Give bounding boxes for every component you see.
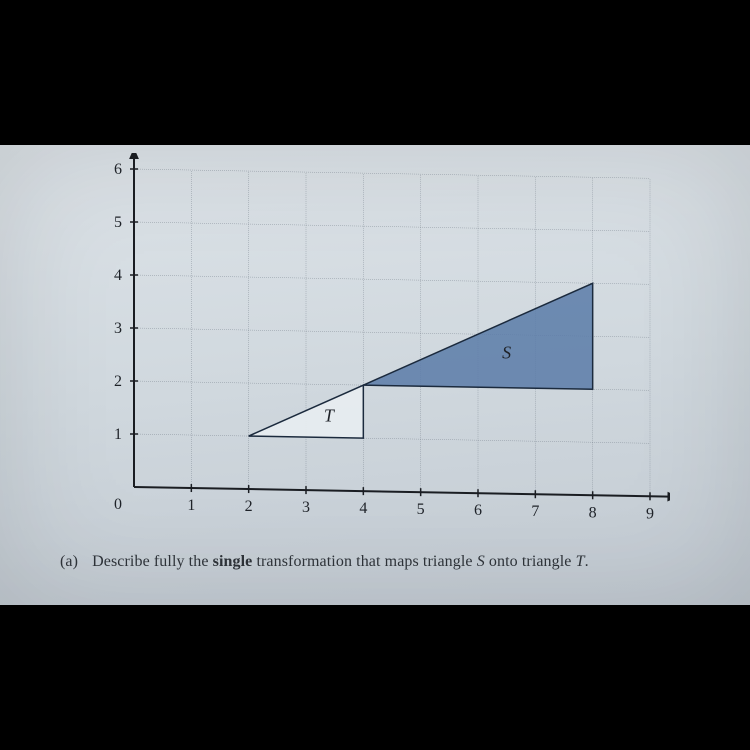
question-mid: transformation that maps triangle bbox=[252, 553, 476, 570]
svg-text:5: 5 bbox=[417, 501, 425, 518]
svg-text:7: 7 bbox=[531, 503, 539, 520]
question-pre: Describe fully the bbox=[92, 553, 213, 570]
question-mid2: onto triangle bbox=[485, 553, 576, 570]
triangle-s-ref: S bbox=[477, 553, 485, 570]
question-end: . bbox=[585, 553, 589, 570]
svg-text:1: 1 bbox=[114, 426, 122, 443]
svg-text:8: 8 bbox=[589, 504, 597, 521]
worksheet-photo: 1234567891234560xyTS (a) Describe fully … bbox=[0, 145, 750, 605]
svg-text:1: 1 bbox=[187, 497, 195, 514]
svg-text:2: 2 bbox=[245, 498, 253, 515]
svg-text:3: 3 bbox=[302, 499, 310, 516]
chart-svg: 1234567891234560xyTS bbox=[90, 153, 670, 533]
svg-text:0: 0 bbox=[114, 496, 122, 513]
triangle-t bbox=[249, 385, 364, 438]
svg-text:3: 3 bbox=[114, 320, 122, 337]
question-bold: single bbox=[213, 553, 253, 570]
coordinate-chart: 1234567891234560xyTS bbox=[90, 153, 670, 533]
svg-text:4: 4 bbox=[114, 267, 122, 284]
svg-text:9: 9 bbox=[646, 505, 654, 522]
svg-text:2: 2 bbox=[114, 373, 122, 390]
svg-text:6: 6 bbox=[114, 161, 122, 178]
svg-text:5: 5 bbox=[114, 214, 122, 231]
svg-text:6: 6 bbox=[474, 502, 482, 519]
svg-text:4: 4 bbox=[359, 500, 367, 517]
question-part-label: (a) bbox=[60, 553, 88, 571]
triangle-t-ref: T bbox=[576, 553, 585, 570]
question-text: (a) Describe fully the single transforma… bbox=[60, 553, 700, 571]
svg-text:S: S bbox=[502, 343, 511, 363]
